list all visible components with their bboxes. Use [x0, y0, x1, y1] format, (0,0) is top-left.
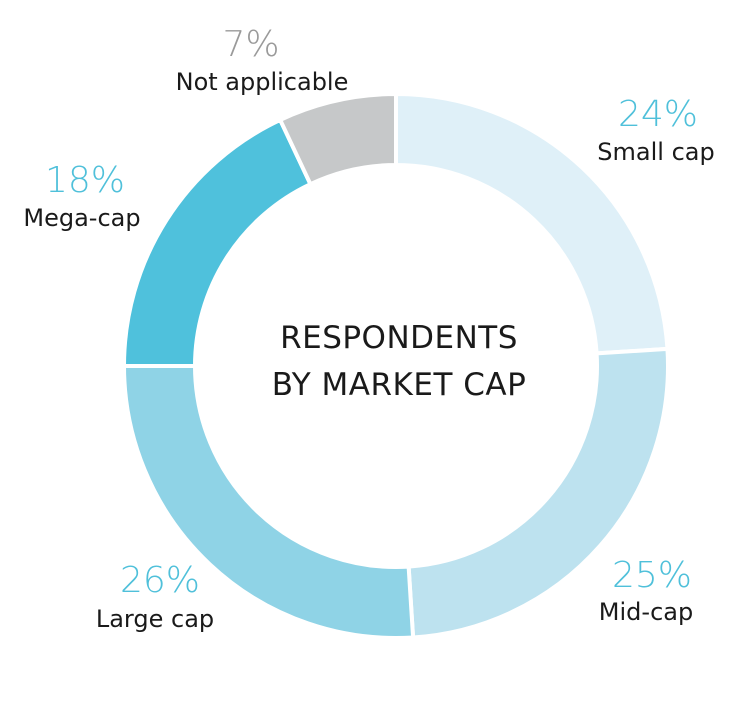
slice-percent-label: 24% — [618, 94, 698, 135]
slice-category-label: Not applicable — [176, 68, 349, 96]
chart-title-line-1: RESPONDENTS — [280, 320, 518, 356]
slice-percent-label: 26% — [120, 560, 200, 601]
slices-layer — [121, 91, 670, 640]
slice-category-label: Small cap — [597, 138, 714, 166]
slice-percent-label: 25% — [612, 555, 692, 596]
slice-percent-label: 7% — [222, 24, 279, 65]
donut-slice-mid-cap — [406, 346, 670, 640]
donut-slice-large-cap — [121, 364, 416, 640]
slice-category-label: Large cap — [96, 605, 214, 633]
chart-title-line-2: BY MARKET CAP — [272, 367, 527, 403]
slice-category-label: Mid-cap — [599, 598, 693, 626]
slice-category-label: Mega-cap — [23, 204, 140, 232]
labels-layer: 24% Small cap 25%Mid-cap 26% Large cap 18% Meg… — [23, 24, 714, 633]
slice-percent-label: 18% — [45, 160, 125, 201]
donut-slice-not-applicable — [277, 91, 398, 187]
